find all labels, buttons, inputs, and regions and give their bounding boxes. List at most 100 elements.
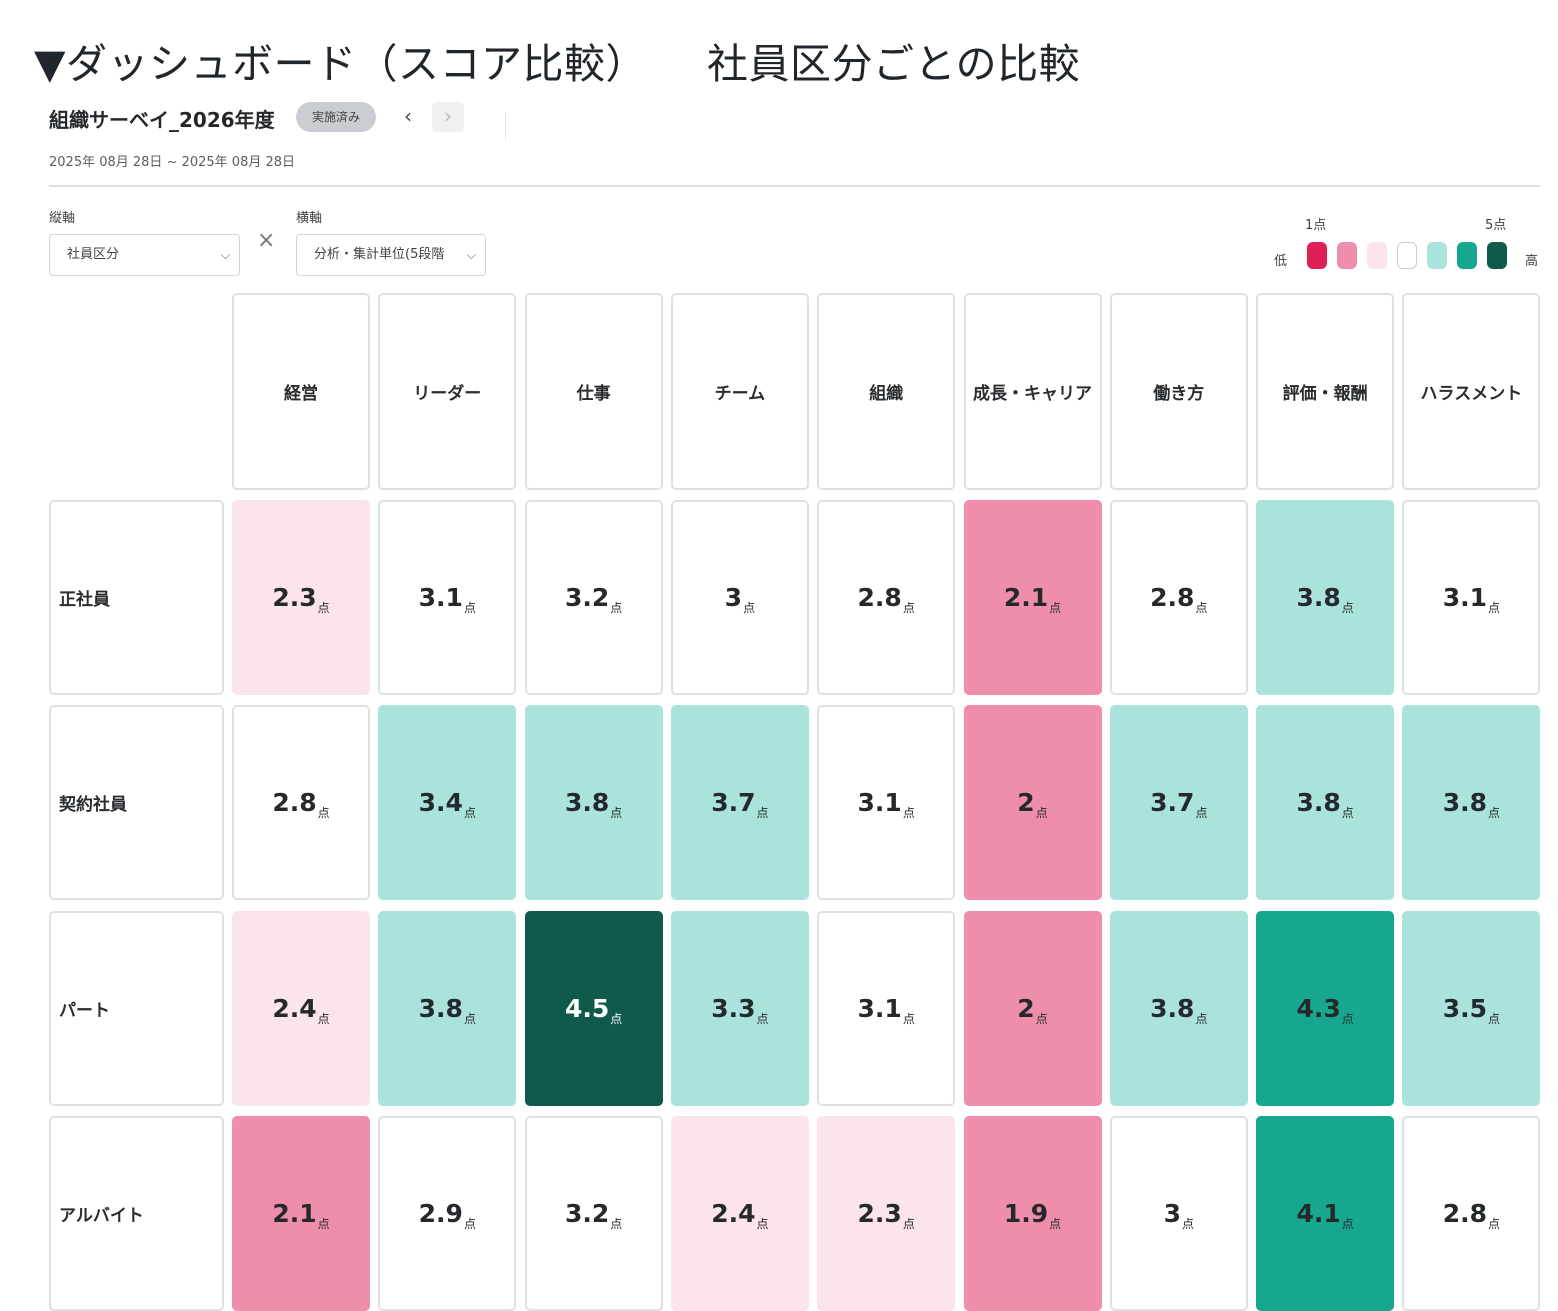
survey-title: 組織サーベイ_2026年度	[49, 108, 275, 132]
vertical-axis-label: 縦軸	[49, 211, 76, 226]
column-header: チーム	[670, 293, 809, 490]
column-header: 仕事	[524, 293, 663, 490]
score-unit: 点	[1488, 1216, 1501, 1231]
score-value: 1.9点	[1003, 1198, 1061, 1231]
score-cell: 2.4点	[232, 910, 370, 1106]
score-number: 2.9	[418, 1198, 463, 1228]
score-unit: 点	[317, 1011, 330, 1026]
score-number: 4.5	[564, 993, 610, 1023]
score-unit: 点	[317, 1216, 330, 1231]
score-unit: 点	[756, 1216, 769, 1231]
score-cell: 3.8点	[1109, 910, 1248, 1106]
legend-swatch	[1397, 242, 1417, 269]
score-value: 4.1点	[1296, 1198, 1354, 1231]
score-cell: 3点	[1109, 1115, 1248, 1311]
score-value: 2.1点	[1003, 583, 1062, 615]
score-value: 2.8点	[1150, 583, 1208, 615]
score-value: 4.3点	[1296, 994, 1354, 1026]
score-number: 3.8	[1296, 788, 1341, 818]
score-cell: 2.1点	[232, 1115, 370, 1311]
chevron-down-icon: ⌵	[220, 248, 230, 262]
score-number: 3	[1163, 1198, 1181, 1228]
score-unit: 点	[1195, 806, 1208, 821]
score-cell: 2点	[963, 705, 1102, 901]
score-unit: 点	[1049, 601, 1062, 615]
legend-high-label: 高	[1525, 254, 1539, 269]
score-cell: 2.1点	[963, 500, 1102, 695]
score-number: 2	[1017, 993, 1035, 1023]
score-number: 4.1	[1296, 1198, 1341, 1228]
score-value: 3.8点	[1296, 788, 1354, 821]
score-value: 2.4点	[272, 994, 330, 1026]
score-unit: 点	[463, 1216, 476, 1231]
score-cell: 2.3点	[232, 500, 370, 695]
score-unit: 点	[1341, 1216, 1354, 1231]
score-value: 2点	[1017, 788, 1047, 820]
score-number: 1.9	[1003, 1198, 1049, 1228]
score-number: 2.8	[1150, 583, 1195, 612]
divider	[505, 112, 506, 140]
score-value: 2.3点	[272, 583, 329, 615]
score-cell: 3.7点	[1109, 705, 1248, 901]
score-unit: 点	[902, 806, 915, 821]
score-unit: 点	[317, 806, 330, 821]
legend-swatch	[1457, 242, 1477, 269]
score-value: 3.1点	[857, 788, 915, 821]
score-number: 3.7	[711, 788, 756, 818]
score-number: 2.4	[711, 1198, 756, 1228]
score-number: 3	[724, 583, 743, 612]
score-value: 2.9点	[418, 1198, 476, 1231]
score-cell: 3.8点	[524, 705, 663, 901]
score-number: 3.2	[564, 583, 610, 612]
prev-survey-button[interactable]: ‹	[392, 102, 424, 132]
score-value: 3.8点	[1443, 788, 1500, 820]
score-cell: 2.8点	[1109, 500, 1248, 695]
legend-swatch	[1307, 242, 1327, 269]
row-header: 契約社員	[49, 705, 224, 901]
legend-swatch	[1337, 242, 1357, 269]
score-unit: 点	[1195, 601, 1208, 615]
score-value: 3.8点	[564, 788, 622, 820]
score-number: 3.3	[711, 993, 756, 1023]
score-number: 3.4	[418, 788, 463, 818]
score-value: 3点	[1163, 1198, 1194, 1231]
row-header: 正社員	[49, 500, 224, 695]
score-cell: 2.8点	[1402, 1115, 1541, 1311]
score-number: 3.8	[564, 788, 610, 818]
score-cell: 3.2点	[524, 500, 663, 695]
legend-low-label: 低	[1274, 254, 1288, 269]
score-number: 2.8	[1442, 1198, 1488, 1228]
score-cell: 3.8点	[1256, 705, 1395, 901]
score-cell: 3.7点	[670, 705, 809, 901]
score-unit: 点	[1488, 1011, 1501, 1026]
score-value: 3.7点	[1150, 788, 1208, 821]
score-value: 2.4点	[711, 1198, 769, 1231]
score-cell: 4.3点	[1256, 910, 1395, 1106]
column-header: 評価・報酬	[1256, 293, 1395, 490]
score-number: 2.1	[1003, 583, 1049, 612]
chevron-right-icon: ›	[444, 104, 452, 128]
score-number: 3.1	[857, 788, 902, 818]
score-unit: 点	[610, 601, 623, 615]
score-value: 3.7点	[711, 788, 768, 820]
vertical-axis-select[interactable]: 社員区分 ⌵	[49, 234, 240, 276]
next-survey-button[interactable]: ›	[432, 102, 464, 132]
score-value: 3.4点	[418, 788, 476, 820]
score-value: 2点	[1017, 993, 1047, 1026]
score-number: 2.3	[857, 1198, 902, 1228]
score-value: 3.2点	[565, 1199, 622, 1231]
score-unit: 点	[1195, 1011, 1208, 1026]
score-cell: 2.8点	[817, 500, 956, 695]
legend-swatch	[1487, 242, 1507, 269]
score-unit: 点	[1341, 806, 1354, 821]
survey-date-range: 2025年 08月 28日 ~ 2025年 08月 28日	[49, 155, 296, 170]
row-header: アルバイト	[49, 1115, 224, 1311]
score-unit: 点	[1341, 1011, 1354, 1026]
score-number: 3.1	[1442, 583, 1488, 612]
legend-swatch	[1367, 242, 1387, 269]
score-unit: 点	[902, 601, 915, 615]
legend-min-label: 1点	[1305, 218, 1327, 233]
horizontal-axis-select[interactable]: 分析・集計単位(5段階 ⌵	[296, 234, 486, 276]
score-unit: 点	[902, 1011, 915, 1026]
score-unit: 点	[1341, 601, 1354, 615]
